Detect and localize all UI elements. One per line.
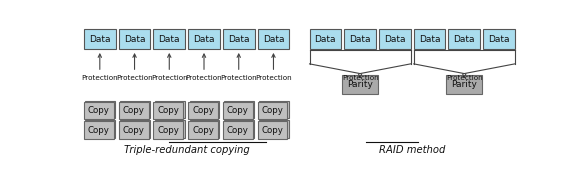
- Text: Protection: Protection: [446, 75, 482, 81]
- FancyBboxPatch shape: [342, 75, 378, 94]
- FancyBboxPatch shape: [154, 121, 183, 139]
- FancyBboxPatch shape: [188, 102, 218, 119]
- FancyBboxPatch shape: [84, 121, 114, 139]
- FancyBboxPatch shape: [155, 101, 184, 118]
- Text: Copy: Copy: [227, 126, 249, 135]
- Text: RAID method: RAID method: [379, 145, 445, 155]
- FancyBboxPatch shape: [86, 120, 115, 138]
- FancyBboxPatch shape: [119, 29, 150, 49]
- FancyBboxPatch shape: [190, 120, 219, 138]
- FancyBboxPatch shape: [119, 102, 148, 119]
- Text: Copy: Copy: [158, 106, 179, 115]
- Text: Copy: Copy: [192, 106, 214, 115]
- FancyBboxPatch shape: [223, 29, 254, 49]
- FancyBboxPatch shape: [449, 29, 480, 49]
- Text: Copy: Copy: [192, 126, 214, 135]
- Text: Copy: Copy: [158, 126, 179, 135]
- FancyBboxPatch shape: [120, 120, 150, 138]
- FancyBboxPatch shape: [154, 102, 183, 119]
- FancyBboxPatch shape: [86, 101, 115, 118]
- Text: Data: Data: [384, 35, 406, 44]
- FancyBboxPatch shape: [84, 102, 114, 119]
- FancyBboxPatch shape: [310, 29, 341, 49]
- Text: Protection: Protection: [342, 75, 378, 81]
- Text: Protection: Protection: [151, 75, 187, 81]
- Text: Data: Data: [89, 35, 111, 44]
- Text: Copy: Copy: [262, 106, 283, 115]
- FancyBboxPatch shape: [414, 29, 445, 49]
- FancyBboxPatch shape: [190, 101, 219, 118]
- Text: Copy: Copy: [227, 106, 249, 115]
- Text: Protection: Protection: [186, 75, 222, 81]
- FancyBboxPatch shape: [223, 102, 253, 119]
- FancyBboxPatch shape: [84, 29, 116, 49]
- Text: Data: Data: [262, 35, 284, 44]
- FancyBboxPatch shape: [379, 29, 410, 49]
- Text: Data: Data: [158, 35, 180, 44]
- FancyBboxPatch shape: [446, 75, 482, 94]
- FancyBboxPatch shape: [258, 29, 289, 49]
- Text: Data: Data: [488, 35, 510, 44]
- FancyBboxPatch shape: [188, 29, 220, 49]
- FancyBboxPatch shape: [345, 29, 376, 49]
- Text: Data: Data: [228, 35, 250, 44]
- Text: Copy: Copy: [88, 106, 110, 115]
- Text: Protection: Protection: [221, 75, 257, 81]
- Text: Copy: Copy: [123, 126, 144, 135]
- FancyBboxPatch shape: [224, 101, 254, 118]
- Text: Protection: Protection: [81, 75, 118, 81]
- Text: Protection: Protection: [116, 75, 153, 81]
- FancyBboxPatch shape: [154, 29, 185, 49]
- Text: Protection: Protection: [255, 75, 292, 81]
- Text: Triple-redundant copying: Triple-redundant copying: [124, 145, 250, 155]
- Text: Parity: Parity: [451, 80, 477, 89]
- Text: Copy: Copy: [123, 106, 144, 115]
- Text: Data: Data: [193, 35, 215, 44]
- FancyBboxPatch shape: [258, 121, 288, 139]
- FancyBboxPatch shape: [119, 121, 148, 139]
- FancyBboxPatch shape: [259, 101, 289, 118]
- Text: Data: Data: [419, 35, 440, 44]
- FancyBboxPatch shape: [155, 120, 184, 138]
- Text: Data: Data: [124, 35, 146, 44]
- Text: Data: Data: [453, 35, 475, 44]
- FancyBboxPatch shape: [483, 29, 515, 49]
- Text: Parity: Parity: [347, 80, 373, 89]
- FancyBboxPatch shape: [188, 121, 218, 139]
- Text: Data: Data: [349, 35, 371, 44]
- Text: Copy: Copy: [262, 126, 283, 135]
- FancyBboxPatch shape: [258, 102, 288, 119]
- FancyBboxPatch shape: [120, 101, 150, 118]
- FancyBboxPatch shape: [223, 121, 253, 139]
- FancyBboxPatch shape: [259, 120, 289, 138]
- Text: Copy: Copy: [88, 126, 110, 135]
- FancyBboxPatch shape: [224, 120, 254, 138]
- Text: Data: Data: [315, 35, 336, 44]
